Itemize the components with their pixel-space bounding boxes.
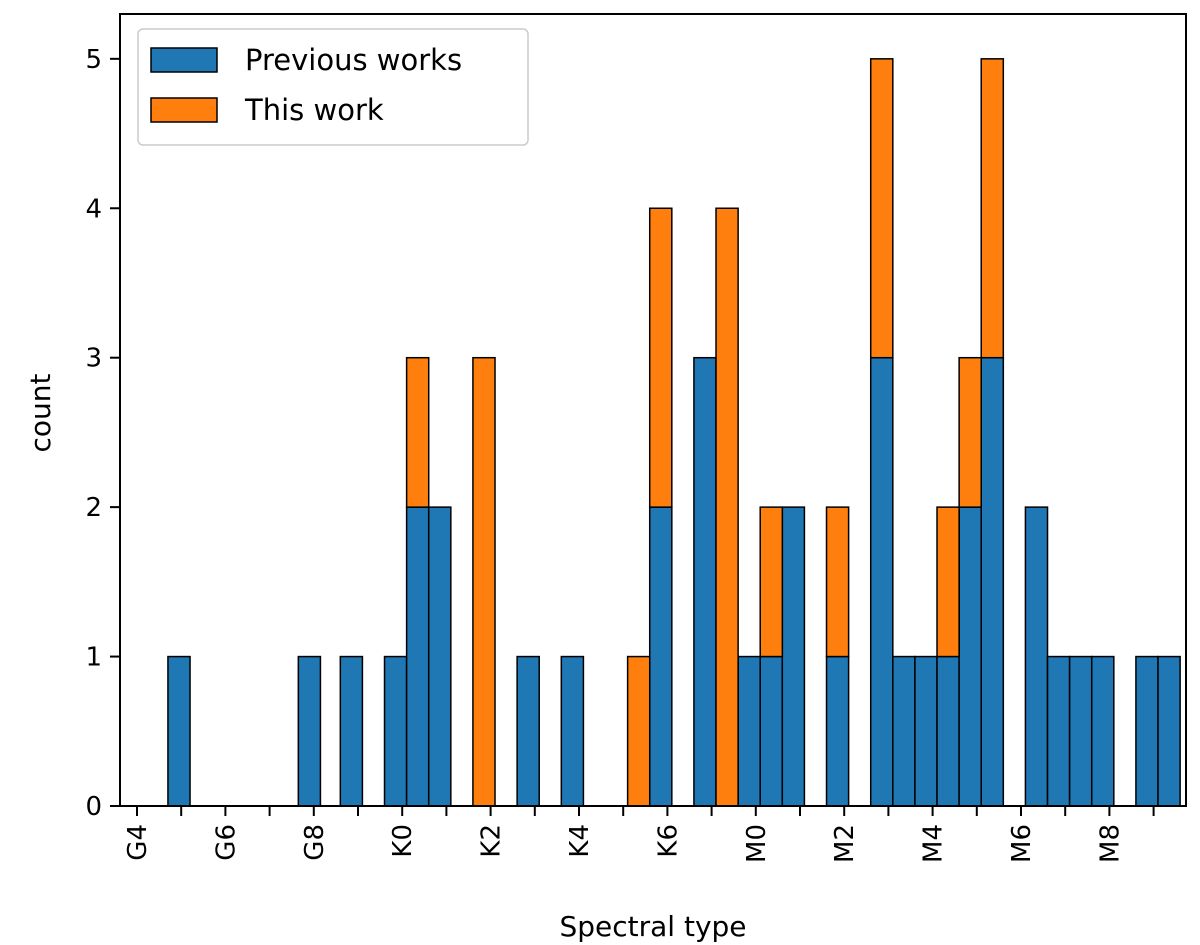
bar-this-work-9 — [958, 356, 982, 508]
y-tick-label-4: 4 — [85, 194, 102, 224]
bar-this-work-4 — [715, 207, 739, 807]
bars-layer — [167, 58, 1181, 807]
legend: Previous works This work — [137, 28, 529, 146]
legend-swatch-previous-works — [150, 47, 218, 73]
x-tick-label-m2: M2 — [830, 824, 860, 863]
bar-previous-works-9 — [693, 356, 717, 807]
bar-previous-works-10 — [737, 655, 761, 807]
bar-previous-works-21 — [1046, 655, 1071, 807]
y-tick-label-1: 1 — [85, 643, 102, 673]
x-tick-label-g4: G4 — [123, 824, 153, 861]
bar-previous-works-24 — [1135, 655, 1159, 807]
bar-previous-works-1 — [297, 655, 322, 807]
x-axis-label: Spectral type — [559, 910, 746, 943]
bar-previous-works-11 — [759, 655, 784, 807]
x-tick-label-k4: K4 — [565, 824, 595, 858]
legend-swatch-this-work — [150, 97, 218, 123]
legend-label-previous-works: Previous works — [245, 43, 462, 77]
bar-previous-works-22 — [1068, 655, 1093, 807]
x-tick-label-m8: M8 — [1095, 824, 1125, 863]
bar-previous-works-25 — [1157, 655, 1181, 807]
bar-previous-works-18 — [958, 506, 982, 807]
bar-previous-works-5 — [427, 506, 452, 807]
bar-previous-works-0 — [167, 655, 191, 807]
bar-previous-works-19 — [980, 356, 1005, 807]
y-axis-label: count — [24, 373, 57, 452]
bar-previous-works-4 — [405, 506, 430, 807]
bar-previous-works-8 — [648, 506, 673, 807]
bar-previous-works-6 — [516, 655, 540, 807]
x-tick-label-k6: K6 — [653, 824, 683, 858]
bar-previous-works-17 — [936, 655, 960, 807]
bar-previous-works-14 — [869, 356, 894, 807]
bar-this-work-0 — [405, 356, 430, 508]
x-tick-label-g8: G8 — [300, 824, 330, 861]
x-tick-label-g6: G6 — [211, 824, 241, 861]
y-tick-label-3: 3 — [85, 344, 102, 374]
x-tick-label-k2: K2 — [477, 824, 507, 858]
bar-previous-works-16 — [914, 655, 938, 807]
y-tick-label-0: 0 — [85, 792, 102, 822]
x-tick-label-m0: M0 — [742, 824, 772, 863]
legend-label-this-work: This work — [244, 93, 384, 127]
x-tick-label-k0: K0 — [388, 824, 418, 858]
bar-this-work-10 — [980, 58, 1005, 359]
bar-previous-works-20 — [1024, 506, 1049, 807]
plot-frame — [119, 13, 1187, 807]
bar-this-work-2 — [626, 655, 651, 807]
y-ticks: 0 1 2 3 4 5 — [85, 45, 120, 822]
bar-previous-works-12 — [781, 506, 806, 807]
x-tick-label-m6: M6 — [1007, 824, 1037, 863]
bar-this-work-6 — [825, 506, 850, 658]
bar-this-work-1 — [472, 356, 496, 807]
x-tick-label-m4: M4 — [919, 824, 949, 863]
bar-previous-works-13 — [825, 655, 850, 807]
y-tick-label-5: 5 — [85, 45, 102, 75]
bar-previous-works-7 — [560, 655, 585, 807]
y-tick-label-2: 2 — [85, 493, 102, 523]
bar-previous-works-2 — [339, 655, 364, 807]
x-ticks: G4 G6 G8 K0 K2 K4 K6 M0 M2 M4 M6 M8 — [123, 806, 1155, 863]
bar-this-work-8 — [936, 506, 960, 658]
bar-this-work-3 — [648, 207, 673, 508]
bar-this-work-7 — [869, 58, 894, 359]
legend-box — [137, 28, 529, 146]
axes-layer — [119, 13, 1187, 807]
bar-previous-works-23 — [1090, 655, 1115, 807]
bar-this-work-5 — [759, 506, 784, 658]
bar-previous-works-15 — [892, 655, 916, 807]
bar-previous-works-3 — [383, 655, 408, 807]
